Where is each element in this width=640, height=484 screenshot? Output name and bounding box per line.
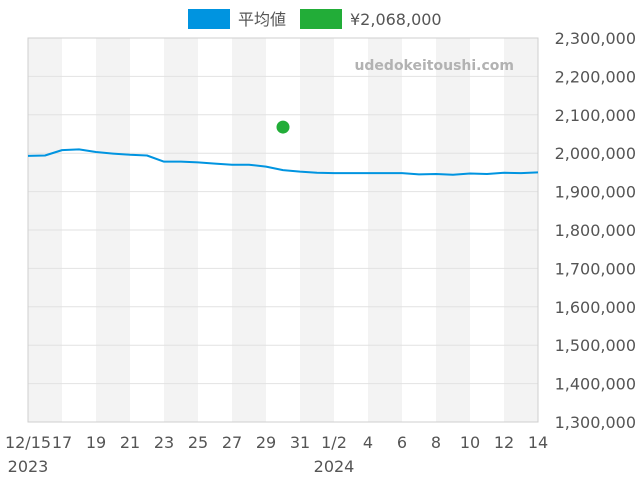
x-tick-label: 10 bbox=[460, 433, 480, 452]
y-tick-label: 1,700,000 bbox=[555, 259, 636, 278]
y-tick-label: 2,100,000 bbox=[555, 106, 636, 125]
x-tick-label: 12 bbox=[494, 433, 514, 452]
x-tick-label: 19 bbox=[86, 433, 106, 452]
y-tick-label: 1,600,000 bbox=[555, 298, 636, 317]
x-tick-label: 4 bbox=[363, 433, 373, 452]
legend-label: 平均値 bbox=[238, 10, 286, 29]
scatter-point-price bbox=[276, 120, 290, 134]
x-year-label: 2023 bbox=[8, 457, 49, 476]
x-tick-label: 17 bbox=[52, 433, 72, 452]
x-tick-label: 27 bbox=[222, 433, 242, 452]
x-tick-label: 21 bbox=[120, 433, 140, 452]
y-tick-label: 1,400,000 bbox=[555, 375, 636, 394]
plot-border bbox=[27, 37, 539, 423]
y-tick-label: 2,000,000 bbox=[555, 144, 636, 163]
y-tick-label: 2,300,000 bbox=[555, 29, 636, 48]
x-tick-label: 12/15 bbox=[5, 433, 51, 452]
y-tick-label: 2,200,000 bbox=[555, 67, 636, 86]
legend-swatch bbox=[300, 9, 342, 29]
x-tick-label: 25 bbox=[188, 433, 208, 452]
legend-label: ¥2,068,000 bbox=[350, 10, 442, 29]
y-tick-label: 1,900,000 bbox=[555, 183, 636, 202]
y-tick-label: 1,800,000 bbox=[555, 221, 636, 240]
x-year-label: 2024 bbox=[314, 457, 355, 476]
x-tick-label: 8 bbox=[431, 433, 441, 452]
series-line-average bbox=[27, 148, 539, 176]
x-tick-label: 31 bbox=[290, 433, 310, 452]
x-tick-label: 1/2 bbox=[321, 433, 347, 452]
x-tick-label: 14 bbox=[528, 433, 548, 452]
x-tick-label: 29 bbox=[256, 433, 276, 452]
y-tick-label: 1,500,000 bbox=[555, 336, 636, 355]
y-tick-label: 1,300,000 bbox=[555, 413, 636, 432]
watermark-text: udedokeitoushi.com bbox=[354, 58, 514, 74]
x-tick-label: 6 bbox=[397, 433, 407, 452]
legend-swatch bbox=[188, 9, 230, 29]
x-tick-label: 23 bbox=[154, 433, 174, 452]
